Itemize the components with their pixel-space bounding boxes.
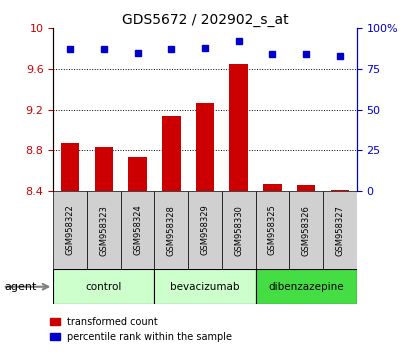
Bar <box>255 269 356 304</box>
Text: control: control <box>85 282 122 292</box>
Text: GSM958326: GSM958326 <box>301 205 310 256</box>
Text: GSM958325: GSM958325 <box>267 205 276 256</box>
Text: GSM958330: GSM958330 <box>234 205 243 256</box>
Bar <box>221 191 255 269</box>
Bar <box>289 191 322 269</box>
Bar <box>188 191 221 269</box>
Text: GSM958323: GSM958323 <box>99 205 108 256</box>
Text: bevacizumab: bevacizumab <box>170 282 239 292</box>
Bar <box>263 184 281 191</box>
Bar <box>330 190 348 191</box>
Text: GSM958329: GSM958329 <box>200 205 209 256</box>
Bar <box>154 191 188 269</box>
Bar <box>87 191 120 269</box>
Bar <box>154 269 255 304</box>
Bar <box>296 185 315 191</box>
Text: GSM958327: GSM958327 <box>335 205 344 256</box>
Bar <box>255 191 289 269</box>
Title: GDS5672 / 202902_s_at: GDS5672 / 202902_s_at <box>121 13 288 27</box>
Text: GSM958322: GSM958322 <box>65 205 74 256</box>
Bar <box>61 143 79 191</box>
Bar <box>195 103 214 191</box>
Bar <box>322 191 356 269</box>
Text: GSM958328: GSM958328 <box>166 205 175 256</box>
Bar <box>120 191 154 269</box>
Bar <box>128 156 146 191</box>
Legend: transformed count, percentile rank within the sample: transformed count, percentile rank withi… <box>50 317 232 342</box>
Bar <box>94 147 113 191</box>
Text: agent: agent <box>4 282 36 292</box>
Bar <box>162 116 180 191</box>
Text: dibenzazepine: dibenzazepine <box>267 282 343 292</box>
Bar <box>53 191 87 269</box>
Bar <box>229 64 247 191</box>
Bar <box>53 269 154 304</box>
Text: GSM958324: GSM958324 <box>133 205 142 256</box>
